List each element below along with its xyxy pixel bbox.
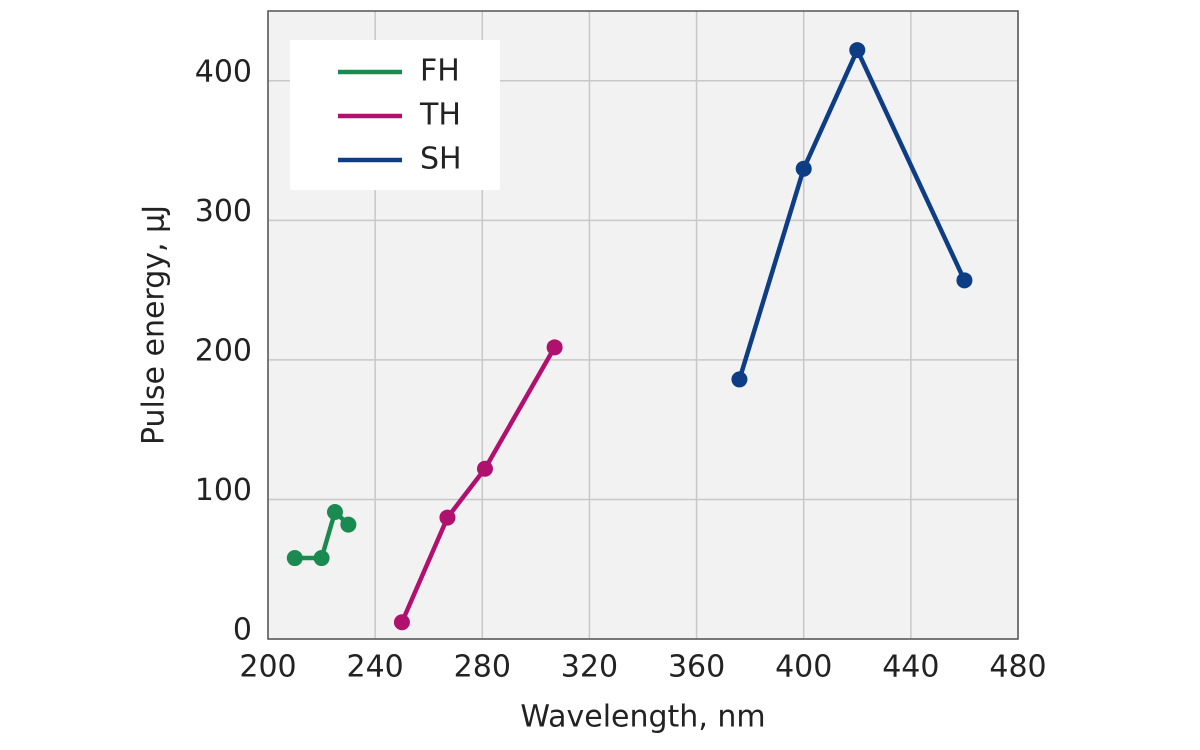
y-tick-label: 300 (195, 194, 252, 229)
data-point (340, 516, 357, 533)
y-tick-label: 200 (195, 333, 252, 368)
series-line (294, 509, 350, 561)
x-axis-label: Wavelength, nm (520, 700, 765, 735)
data-point (326, 504, 343, 521)
data-point (546, 339, 563, 356)
y-axis-label: Pulse energy, µJ (137, 205, 172, 445)
data-point (313, 550, 330, 567)
legend-label: TH (419, 98, 461, 133)
data-point (731, 371, 748, 388)
data-point (795, 160, 812, 177)
series-line (399, 346, 557, 624)
series-line (737, 47, 967, 381)
x-tick-label: 200 (239, 650, 296, 685)
data-point (956, 272, 973, 289)
x-tick-label: 480 (989, 650, 1046, 685)
y-tick-label: 0 (233, 613, 252, 648)
x-tick-label: 400 (775, 650, 832, 685)
x-tick-label: 240 (347, 650, 404, 685)
x-tick-label: 440 (882, 650, 939, 685)
x-tick-label: 360 (668, 650, 725, 685)
legend-label: SH (420, 142, 462, 177)
y-tick-label: 400 (195, 54, 252, 89)
data-point (476, 460, 493, 477)
data-point (439, 509, 456, 526)
x-tick-label: 320 (561, 650, 618, 685)
x-tick-label: 280 (454, 650, 511, 685)
data-point (393, 614, 410, 631)
legend-label: FH (420, 54, 460, 89)
plot-frame (267, 10, 1019, 640)
y-tick-label: 100 (195, 473, 252, 508)
data-point (286, 550, 303, 567)
data-point (849, 42, 866, 59)
